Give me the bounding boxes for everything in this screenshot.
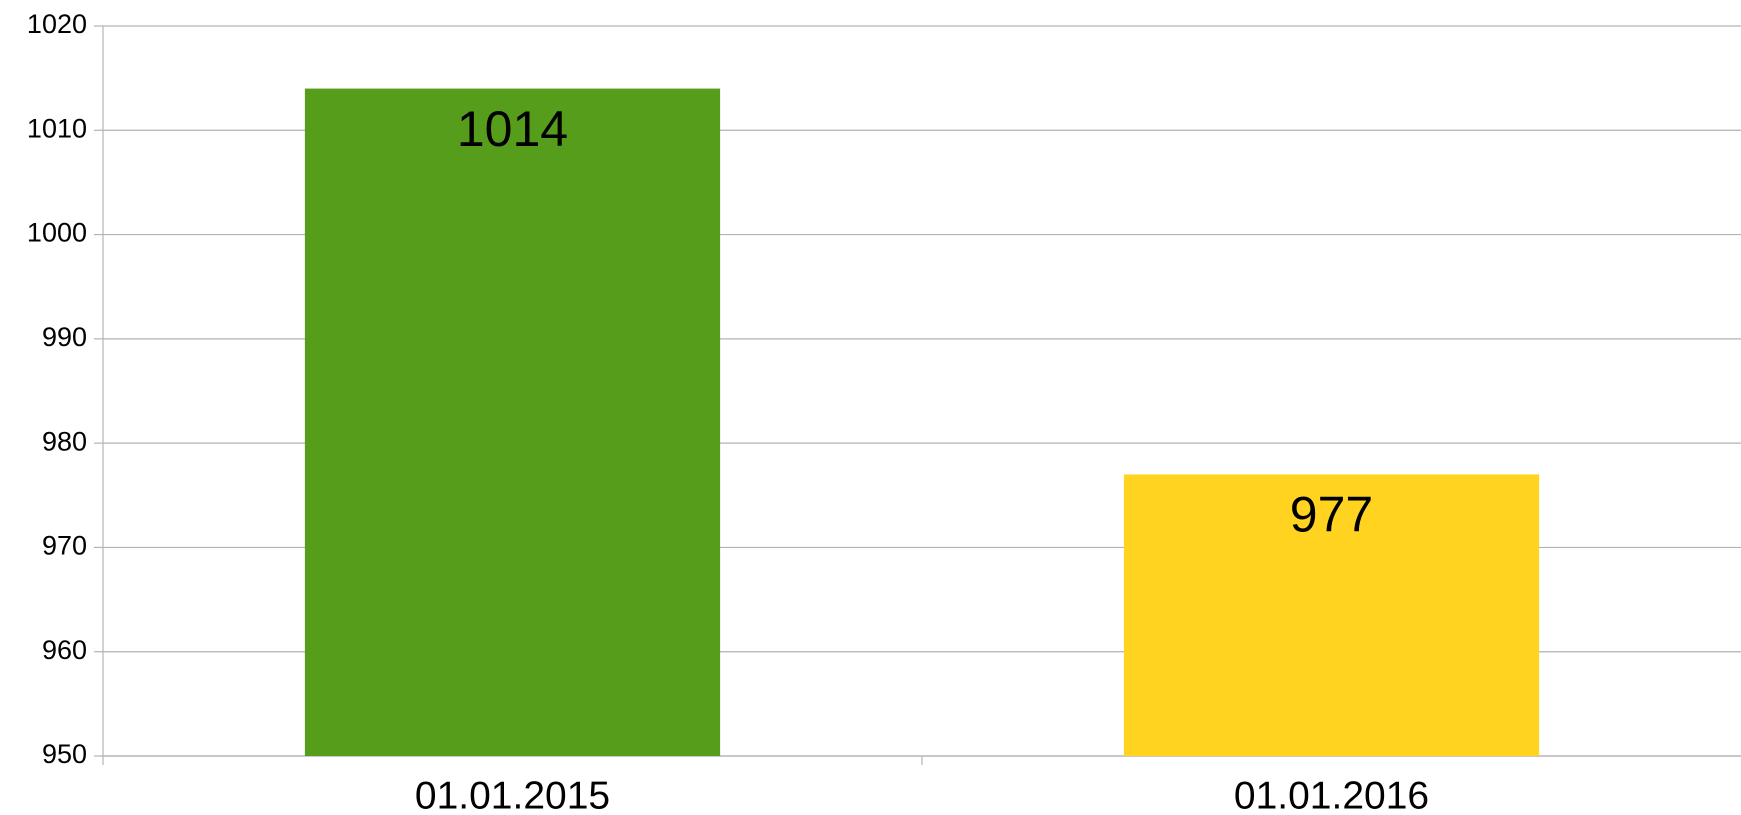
y-tick-label: 1010: [27, 113, 87, 143]
x-tick-label: 01.01.2015: [415, 774, 610, 815]
y-tick-label: 1020: [27, 9, 87, 39]
value-label: 1014: [457, 101, 568, 157]
value-label: 977: [1290, 487, 1373, 543]
y-tick-label: 990: [42, 322, 87, 352]
bar: [304, 88, 721, 757]
y-tick-label: 1000: [27, 218, 87, 248]
x-tick-label: 01.01.2016: [1234, 774, 1429, 815]
y-tick-label: 950: [42, 739, 87, 769]
bar: [1123, 474, 1540, 756]
y-tick-label: 970: [42, 531, 87, 561]
y-tick-label: 960: [42, 635, 87, 665]
y-tick-label: 980: [42, 426, 87, 456]
